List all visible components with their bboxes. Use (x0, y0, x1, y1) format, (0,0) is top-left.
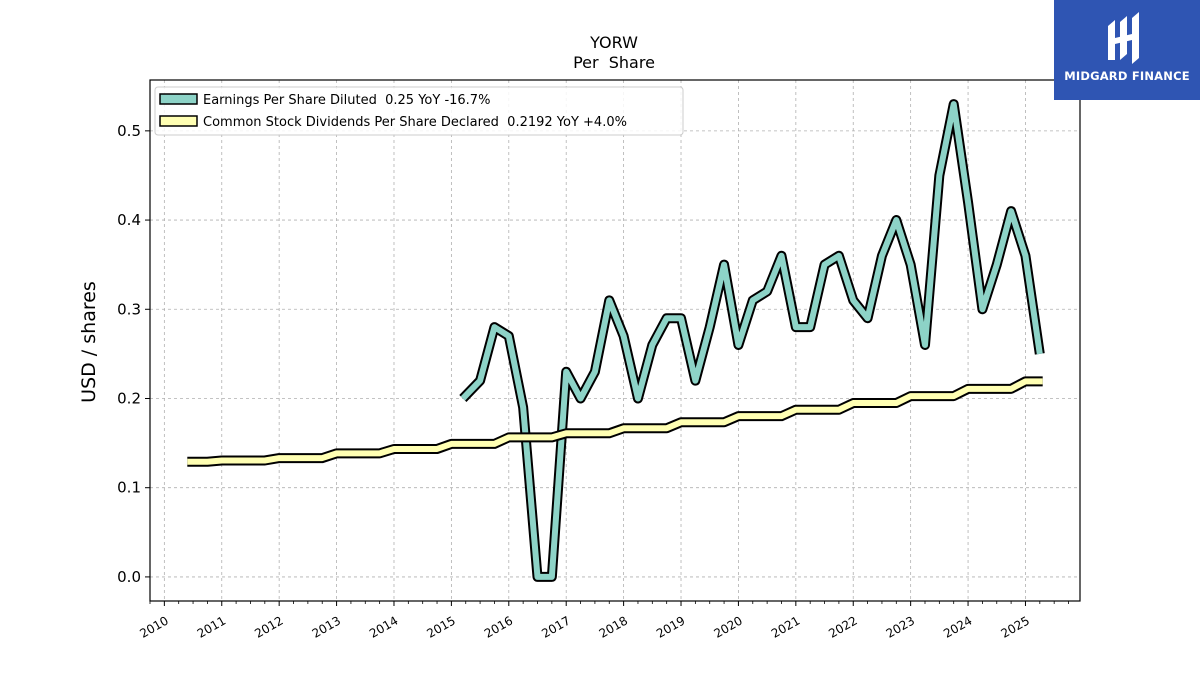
x-tick-label: 2013 (310, 613, 343, 640)
brand-name: MIDGARD FINANCE (1064, 69, 1190, 83)
series-line-eps (460, 101, 1043, 580)
x-tick-label: 2018 (597, 613, 630, 640)
legend-swatch-dividends (159, 115, 198, 127)
y-tick-label: 0.2 (117, 389, 141, 407)
x-tick-label: 2016 (482, 613, 515, 640)
legend-label-eps: Earnings Per Share Diluted 0.25 YoY -16.… (203, 93, 490, 108)
x-tick-label: 2010 (137, 613, 170, 640)
x-tick-label: 2020 (711, 613, 744, 640)
y-tick-label: 0.1 (117, 479, 141, 497)
x-tick-label: 2024 (941, 613, 974, 640)
y-tick-label: 0.5 (117, 122, 141, 140)
chart-subtitle: Per Share (573, 53, 655, 72)
plot-frame (149, 79, 1081, 602)
x-tick-label: 2014 (367, 613, 400, 640)
x-tick-label: 2021 (769, 613, 802, 640)
x-tick-label: 2025 (999, 613, 1032, 640)
y-axis: 0.0 0.1 0.2 0.3 0.4 0.5 (117, 122, 150, 586)
y-tick-label: 0.3 (117, 300, 141, 318)
x-tick-label: 2015 (424, 613, 457, 640)
legend-box (154, 86, 684, 136)
x-tick-label: 2022 (826, 613, 859, 640)
legend: Earnings Per Share Diluted 0.25 YoY -16.… (154, 86, 684, 136)
x-tick-label: 2011 (195, 613, 228, 640)
series-line-dividends (187, 378, 1043, 465)
series-outline-eps (459, 99, 1045, 582)
midgard-logo-icon (1108, 12, 1139, 64)
y-tick-label: 0.4 (117, 211, 141, 229)
x-tick-label: 2012 (252, 613, 285, 640)
y-axis-label: USD / shares (78, 281, 100, 403)
legend-label-dividends: Common Stock Dividends Per Share Declare… (203, 115, 627, 130)
legend-swatch-eps (159, 93, 198, 105)
x-tick-label: 2019 (654, 613, 687, 640)
chart-title: YORW (589, 33, 638, 52)
x-axis: 2010 2011 2012 2013 2014 2015 2016 2017 2018 2019… (137, 601, 1069, 641)
x-tick-label: 2017 (539, 613, 572, 640)
x-tick-label: 2023 (884, 613, 917, 640)
brand-logo: MIDGARD FINANCE (1054, 0, 1200, 100)
y-tick-label: 0.0 (117, 568, 141, 586)
series-lines (187, 99, 1045, 582)
